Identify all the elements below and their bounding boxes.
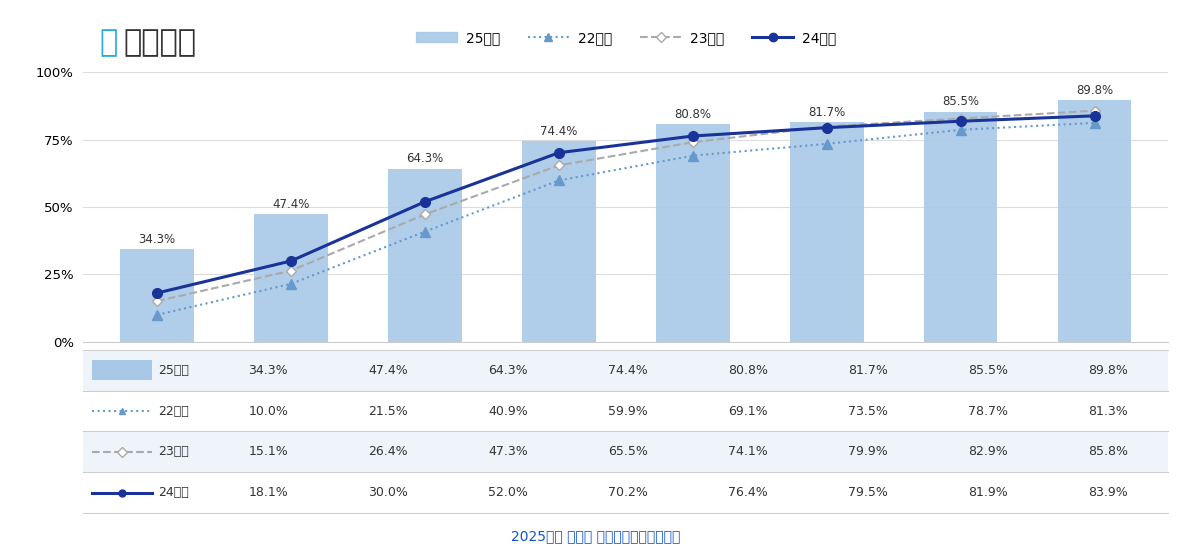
Text: 81.3%: 81.3% [1088, 405, 1128, 418]
Text: 81.7%: 81.7% [808, 105, 845, 118]
Text: 70.2%: 70.2% [608, 486, 648, 499]
Text: 74.4%: 74.4% [608, 364, 648, 377]
Bar [83, 472, 1168, 513]
Text: 26.4%: 26.4% [368, 446, 408, 459]
Text: 81.9%: 81.9% [968, 486, 1008, 499]
Text: 82.9%: 82.9% [968, 446, 1008, 459]
Text: 47.3%: 47.3% [489, 446, 528, 459]
Text: 34.3%: 34.3% [138, 233, 175, 246]
Bar [120, 250, 194, 342]
Text: 73.5%: 73.5% [849, 405, 888, 418]
Text: 83.9%: 83.9% [1088, 486, 1128, 499]
Bar [924, 111, 998, 342]
Text: 78.7%: 78.7% [968, 405, 1008, 418]
FancyBboxPatch shape [92, 360, 153, 380]
Text: 89.8%: 89.8% [1076, 84, 1113, 97]
Text: 89.8%: 89.8% [1088, 364, 1128, 377]
Text: 69.1%: 69.1% [728, 405, 768, 418]
Text: 34.3%: 34.3% [248, 364, 288, 377]
Legend: 25年卒, 22年卒, 23年卒, 24年卒: 25年卒, 22年卒, 23年卒, 24年卒 [410, 26, 842, 51]
Bar [83, 390, 1168, 431]
Text: 79.9%: 79.9% [849, 446, 888, 459]
Text: 40.9%: 40.9% [489, 405, 528, 418]
Bar [83, 431, 1168, 472]
Text: 30.0%: 30.0% [368, 486, 408, 499]
Text: 74.1%: 74.1% [728, 446, 768, 459]
Text: 74.4%: 74.4% [540, 125, 578, 138]
Text: 85.5%: 85.5% [942, 96, 979, 108]
Text: 80.8%: 80.8% [675, 108, 712, 121]
Text: 76.4%: 76.4% [728, 486, 768, 499]
Bar [389, 169, 461, 342]
Text: 内: 内 [100, 28, 118, 57]
Text: 80.8%: 80.8% [728, 364, 768, 377]
Text: 25年卒: 25年卒 [159, 364, 190, 377]
Text: 23年卒: 23年卒 [159, 446, 190, 459]
Text: 2025年卒 大学生 活動実態調査（８月）: 2025年卒 大学生 活動実態調査（８月） [511, 529, 681, 543]
Text: 85.5%: 85.5% [968, 364, 1008, 377]
Bar [83, 350, 1168, 390]
Text: 定率推移: 定率推移 [124, 28, 197, 57]
Bar [1057, 100, 1131, 342]
Text: 52.0%: 52.0% [489, 486, 528, 499]
Text: 21.5%: 21.5% [368, 405, 408, 418]
Bar [656, 124, 730, 342]
Text: 18.1%: 18.1% [248, 486, 288, 499]
Bar [790, 122, 863, 342]
Text: 59.9%: 59.9% [608, 405, 648, 418]
Text: 24年卒: 24年卒 [159, 486, 190, 499]
Text: 47.4%: 47.4% [272, 198, 310, 211]
Text: 64.3%: 64.3% [489, 364, 528, 377]
Text: 85.8%: 85.8% [1088, 446, 1128, 459]
Text: 15.1%: 15.1% [248, 446, 288, 459]
Text: 47.4%: 47.4% [368, 364, 408, 377]
Text: 79.5%: 79.5% [849, 486, 888, 499]
Text: 65.5%: 65.5% [608, 446, 648, 459]
Bar [254, 214, 328, 342]
Text: 10.0%: 10.0% [248, 405, 288, 418]
Text: 22年卒: 22年卒 [159, 405, 190, 418]
Bar [522, 141, 596, 342]
Text: 64.3%: 64.3% [406, 152, 443, 165]
Text: 81.7%: 81.7% [849, 364, 888, 377]
